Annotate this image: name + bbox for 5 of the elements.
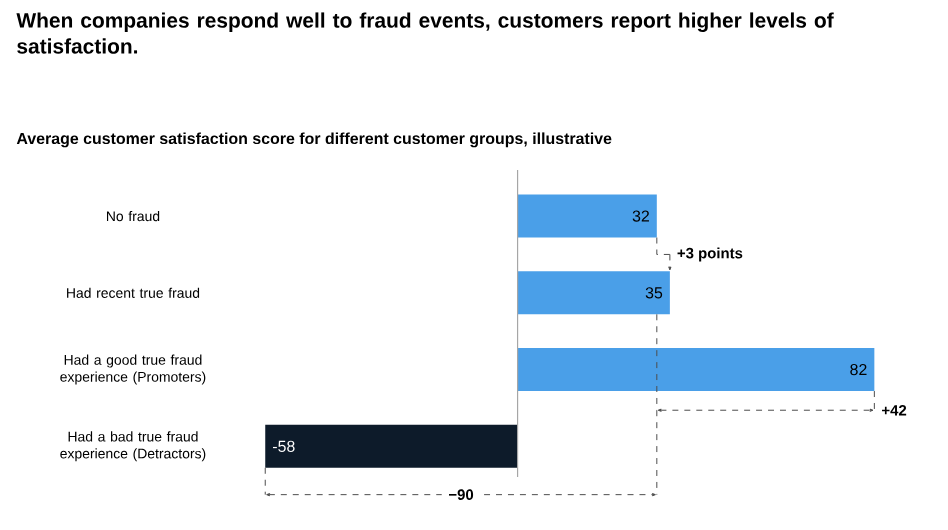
bar — [517, 271, 670, 315]
bar — [517, 194, 657, 238]
chart-title: When companies respond well to fraud events, customers report higher levels of satisfaction. — [16, 12, 834, 54]
bar — [265, 424, 518, 468]
bar — [517, 348, 875, 392]
